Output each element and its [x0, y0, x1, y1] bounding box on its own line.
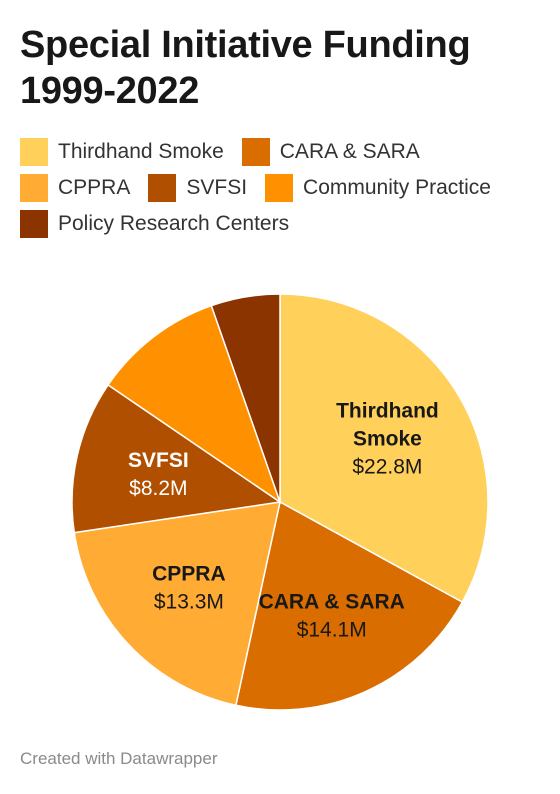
legend-item-cppra: CPPRA	[20, 174, 130, 202]
legend-label: CARA & SARA	[279, 140, 420, 163]
pie-slices	[71, 293, 489, 711]
slice-name-label: SVFSI	[128, 449, 189, 472]
legend-label: CPPRA	[58, 176, 131, 199]
pie-slice-policy-research-centers	[210, 293, 281, 503]
footer-credit: Created with Datawrapper	[20, 749, 218, 768]
slice-name-label: CPPRA	[152, 562, 226, 585]
chart-title: Special Initiative Funding 1999-2022	[20, 22, 550, 114]
slice-value-label: $22.8M	[352, 455, 422, 478]
legend: Thirdhand Smoke CARA & SARA CPPRA SVFSI …	[20, 138, 550, 238]
legend-item-thirdhand-smoke: Thirdhand Smoke	[20, 138, 224, 166]
slice-value-label: $14.1M	[297, 619, 367, 642]
pie-slice-svfsi	[71, 383, 283, 534]
pie-slice-thirdhand-smoke	[279, 293, 489, 604]
slice-name-label: Smoke	[353, 427, 422, 450]
legend-item-cara-sara: CARA & SARA	[241, 138, 420, 166]
legend-swatch	[241, 138, 270, 166]
slice-name-label: CARA & SARA	[259, 591, 405, 614]
slice-value-label: $13.3M	[154, 590, 224, 613]
chart-title-line-1: Special Initiative Funding	[20, 24, 471, 66]
legend-label: Policy Research Centers	[58, 212, 290, 235]
slice-name-label: Thirdhand	[336, 399, 439, 422]
legend-label: Thirdhand Smoke	[58, 140, 224, 163]
legend-item-community-practice: Community Practice	[265, 174, 491, 202]
legend-item-policy-research-centers: Policy Research Centers	[20, 210, 289, 238]
pie-slice-cppra	[73, 501, 281, 707]
legend-swatch	[148, 174, 177, 202]
legend-item-svfsi: SVFSI	[148, 174, 247, 202]
legend-label: SVFSI	[186, 176, 248, 199]
pie-slice-cara-sara	[234, 500, 464, 711]
slice-value-label: $8.2M	[129, 477, 187, 500]
pie-chart: Thirdhand Smoke $22.8M CARA & SARA $14.1M CPP…	[71, 293, 489, 711]
pie-slice-community-practice	[107, 304, 282, 504]
chart-title-line-2: 1999-2022	[20, 70, 200, 112]
pie-labels: Thirdhand Smoke $22.8M CARA & SARA $14.1M CPP…	[128, 399, 439, 641]
legend-swatch	[20, 174, 48, 202]
legend-swatch	[265, 174, 294, 202]
legend-swatch	[20, 138, 48, 166]
legend-label: Community Practice	[303, 176, 491, 199]
legend-swatch	[20, 210, 48, 238]
